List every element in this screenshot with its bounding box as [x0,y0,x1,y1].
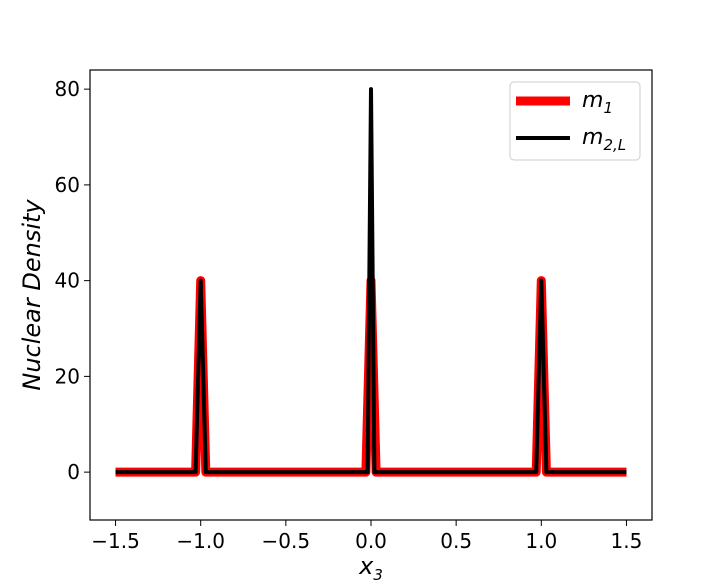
x-tick-label: −1.5 [91,529,140,553]
x-tick-label: 1.0 [525,529,557,553]
x-tick-label: 0.0 [355,529,387,553]
legend: m1 m2,L [509,81,641,161]
axis-ticks: −1.5 −1.0 −0.5 0.0 0.5 1.0 1.5 0 20 40 60 80 [55,77,643,553]
y-tick-label: 20 [55,364,80,388]
y-tick-label: 40 [55,269,80,293]
y-tick-label: 60 [55,173,80,197]
y-tick-label: 80 [55,77,80,101]
x-tick-label: 1.5 [611,529,643,553]
plot-area [115,87,627,477]
x-axis-label: x3 [358,552,383,584]
x-axis-label-main: x [358,552,374,580]
x-tick-label: −1.0 [176,529,225,553]
x-axis-label-subscript: 3 [373,566,383,584]
x-tick-label: −0.5 [262,529,311,553]
y-tick-label: 0 [67,460,80,484]
legend-label-m1: m1 [582,88,613,117]
legend-label-m2l: m2,L [582,125,626,154]
series-line-1 [115,87,627,475]
x-tick-label: 0.5 [440,529,472,553]
y-axis-label: Nuclear Density [18,199,46,391]
